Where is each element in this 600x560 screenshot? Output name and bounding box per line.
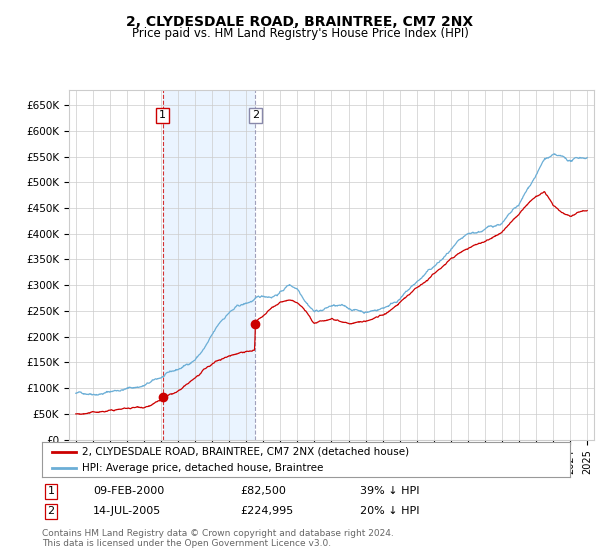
Text: 39% ↓ HPI: 39% ↓ HPI (360, 486, 419, 496)
Text: 2, CLYDESDALE ROAD, BRAINTREE, CM7 2NX: 2, CLYDESDALE ROAD, BRAINTREE, CM7 2NX (127, 15, 473, 29)
Text: 2: 2 (252, 110, 259, 120)
Text: HPI: Average price, detached house, Braintree: HPI: Average price, detached house, Brai… (82, 464, 323, 473)
Text: £224,995: £224,995 (240, 506, 293, 516)
Text: 2, CLYDESDALE ROAD, BRAINTREE, CM7 2NX (detached house): 2, CLYDESDALE ROAD, BRAINTREE, CM7 2NX (… (82, 447, 409, 457)
Text: 1: 1 (159, 110, 166, 120)
Text: Contains HM Land Registry data © Crown copyright and database right 2024.
This d: Contains HM Land Registry data © Crown c… (42, 529, 394, 548)
Text: Price paid vs. HM Land Registry's House Price Index (HPI): Price paid vs. HM Land Registry's House … (131, 27, 469, 40)
Text: 1: 1 (47, 486, 55, 496)
Text: 09-FEB-2000: 09-FEB-2000 (93, 486, 164, 496)
Text: £82,500: £82,500 (240, 486, 286, 496)
Text: 20% ↓ HPI: 20% ↓ HPI (360, 506, 419, 516)
Bar (163, 90, 256, 440)
Text: 2: 2 (47, 506, 55, 516)
Text: 14-JUL-2005: 14-JUL-2005 (93, 506, 161, 516)
